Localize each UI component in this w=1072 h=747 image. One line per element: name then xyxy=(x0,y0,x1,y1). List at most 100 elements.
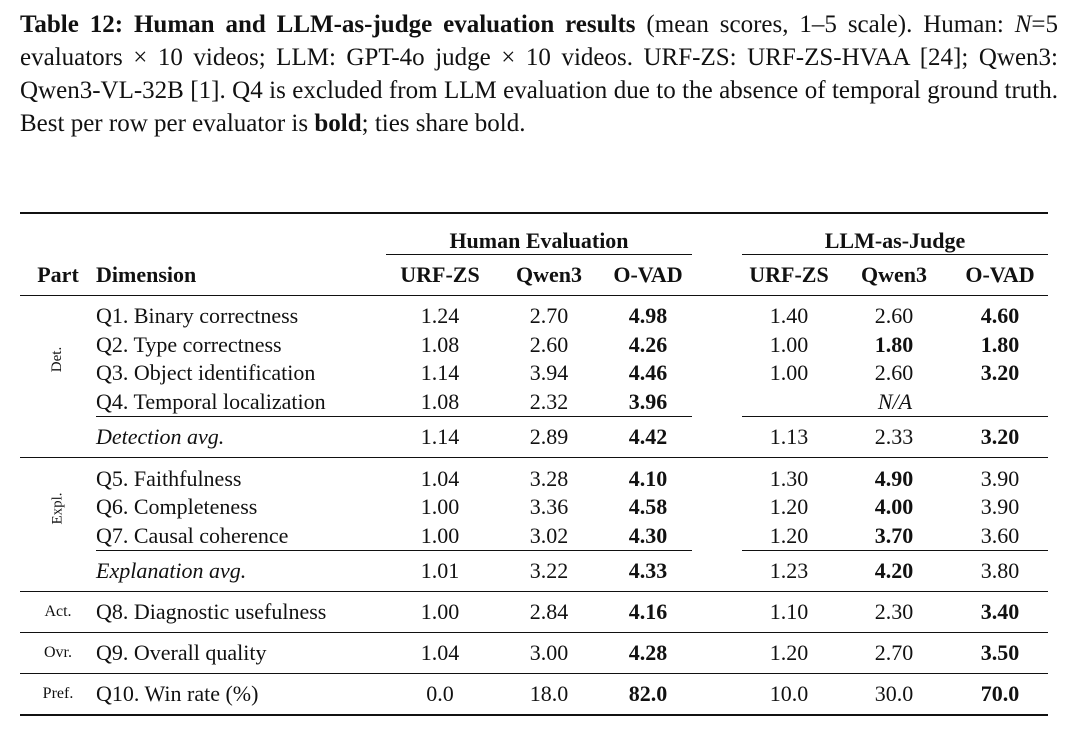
human-urfzs-cell: 1.14 xyxy=(386,416,494,458)
human-qwen3-cell: 3.36 xyxy=(529,494,569,520)
caption-text-1: (mean scores, 1–5 scale). Human: xyxy=(635,11,1015,38)
human-qwen3-cell: 3.22 xyxy=(494,550,604,592)
human-qwen3-cell: 2.70 xyxy=(529,303,569,329)
human-qwen3-cell: 2.89 xyxy=(494,416,604,458)
table-row: Q2. Type correctness 1.08 2.60 4.26 1.00… xyxy=(20,331,1048,360)
human-urfzs-cell: 1.14 xyxy=(420,360,460,386)
llm-ovad-cell: 3.20 xyxy=(980,360,1020,386)
human-ovad-cell: 4.58 xyxy=(628,494,668,520)
human-urfzs-cell: 1.04 xyxy=(420,640,460,666)
llm-qwen3-cell: 4.00 xyxy=(874,494,914,520)
dimension-cell: Detection avg. xyxy=(96,416,386,458)
llm-urfzs-cell: 1.10 xyxy=(769,599,809,625)
human-urfzs-cell: 0.0 xyxy=(426,681,454,707)
table-row-average: Explanation avg. 1.01 3.22 4.33 1.23 4.2… xyxy=(20,550,1048,592)
dimension-cell: Q4. Temporal localization xyxy=(96,389,326,415)
llm-qwen3-cell: 2.60 xyxy=(874,303,914,329)
table-row: Q4. Temporal localization 1.08 2.32 3.96… xyxy=(20,388,1048,417)
results-table: Human Evaluation LLM-as-Judge Part Dimen… xyxy=(20,212,1048,718)
llm-ovad-cell: 3.80 xyxy=(952,550,1048,592)
llm-ovad-cell: 3.40 xyxy=(980,599,1020,625)
human-urfzs-cell: 1.04 xyxy=(420,465,460,491)
caption-n-symbol: N xyxy=(1014,11,1032,38)
caption-text-2: =5 evaluators × 10 videos; LLM: GPT-4o j… xyxy=(20,11,1058,137)
col-header-llm-urfzs: URF-ZS xyxy=(749,262,829,287)
part-label-pref: Pref. xyxy=(42,685,74,703)
human-ovad-cell: 4.26 xyxy=(628,331,668,357)
caption-text-3: ; ties share bold. xyxy=(361,110,526,137)
llm-urfzs-cell: 1.30 xyxy=(769,465,809,491)
dimension-cell: Q8. Diagnostic usefulness xyxy=(96,599,327,625)
human-qwen3-cell: 3.02 xyxy=(529,522,569,548)
dimension-cell: Explanation avg. xyxy=(96,550,386,592)
table-row: Pref. Q10. Win rate (%) 0.0 18.0 82.0 10… xyxy=(20,674,1048,715)
llm-ovad-cell: 3.50 xyxy=(980,640,1020,666)
llm-urfzs-cell: 1.20 xyxy=(769,522,809,548)
human-ovad-cell: 82.0 xyxy=(628,681,668,707)
human-urfzs-cell: 1.01 xyxy=(386,550,494,592)
part-label-expl: Expl. xyxy=(49,491,66,525)
llm-ovad-cell: 3.90 xyxy=(980,465,1020,491)
llm-ovad-cell: 1.80 xyxy=(980,331,1020,357)
human-ovad-cell: 4.46 xyxy=(628,360,668,386)
human-ovad-cell: 4.16 xyxy=(628,599,668,625)
human-ovad-cell: 4.10 xyxy=(628,465,668,491)
dimension-cell: Q9. Overall quality xyxy=(96,640,267,666)
group-header-llm: LLM-as-Judge xyxy=(742,214,1048,255)
human-qwen3-cell: 2.84 xyxy=(529,599,569,625)
table-caption: Table 12: Human and LLM-as-judge evaluat… xyxy=(20,8,1058,140)
table-row: Q7. Causal coherence 1.00 3.02 4.30 1.20… xyxy=(20,522,1048,551)
col-header-llm-ovad: O-VAD xyxy=(965,262,1035,287)
caption-bold-word: bold xyxy=(314,110,362,137)
section-rule xyxy=(20,673,1048,675)
human-qwen3-cell: 3.00 xyxy=(529,640,569,666)
llm-qwen3-cell: 2.33 xyxy=(836,416,952,458)
dimension-cell: Q6. Completeness xyxy=(96,494,258,520)
llm-qwen3-cell: 2.30 xyxy=(874,599,914,625)
dimension-cell: Q1. Binary correctness xyxy=(96,303,299,329)
table-row: Q6. Completeness 1.00 3.36 4.58 1.20 4.0… xyxy=(20,493,1048,522)
human-qwen3-cell: 2.60 xyxy=(529,331,569,357)
col-header-dimension: Dimension xyxy=(96,261,197,287)
header-rule xyxy=(20,295,1048,296)
human-ovad-cell: 4.28 xyxy=(628,640,668,666)
human-urfzs-cell: 1.00 xyxy=(420,494,460,520)
col-header-llm-qwen3: Qwen3 xyxy=(861,262,927,287)
human-ovad-cell: 4.42 xyxy=(604,416,692,458)
llm-urfzs-cell: 1.20 xyxy=(769,494,809,520)
dimension-cell: Q2. Type correctness xyxy=(96,331,282,357)
llm-qwen3-cell: 2.70 xyxy=(874,640,914,666)
col-header-human-urfzs: URF-ZS xyxy=(400,262,480,287)
human-qwen3-cell: 18.0 xyxy=(529,681,569,707)
human-ovad-cell: 4.33 xyxy=(604,550,692,592)
section-rule xyxy=(20,632,1048,634)
dimension-cell: Q3. Object identification xyxy=(96,360,316,386)
llm-qwen3-cell: 30.0 xyxy=(874,681,914,707)
human-ovad-cell: 4.98 xyxy=(628,303,668,329)
llm-qwen3-cell: 4.90 xyxy=(874,465,914,491)
section-rule xyxy=(20,591,1048,593)
human-qwen3-cell: 2.32 xyxy=(529,389,569,415)
llm-qwen3-cell: 4.20 xyxy=(836,550,952,592)
llm-qwen3-cell: 2.60 xyxy=(874,360,914,386)
llm-ovad-cell: 4.60 xyxy=(980,303,1020,329)
llm-urfzs-cell: 1.20 xyxy=(769,640,809,666)
llm-urfzs-cell: 10.0 xyxy=(769,681,809,707)
human-urfzs-cell: 1.08 xyxy=(420,389,460,415)
table-row: Expl. Q5. Faithfulness 1.04 3.28 4.10 1.… xyxy=(20,458,1048,524)
human-qwen3-cell: 3.94 xyxy=(529,360,569,386)
group-header-human: Human Evaluation xyxy=(386,214,692,255)
part-label-det: Det. xyxy=(49,347,66,373)
section-rule xyxy=(20,457,1048,459)
human-ovad-cell: 4.30 xyxy=(628,522,668,548)
table-row: Act. Q8. Diagnostic usefulness 1.00 2.84… xyxy=(20,592,1048,633)
llm-qwen3-cell: 1.80 xyxy=(874,331,914,357)
llm-urfzs-cell: 1.00 xyxy=(769,360,809,386)
human-urfzs-cell: 1.08 xyxy=(420,331,460,357)
human-urfzs-cell: 1.00 xyxy=(420,599,460,625)
table-row: Q3. Object identification 1.14 3.94 4.46… xyxy=(20,359,1048,388)
column-header-row: Part Dimension URF-ZS Qwen3 O-VAD URF-ZS… xyxy=(20,255,1048,296)
llm-ovad-cell: 3.20 xyxy=(952,416,1048,458)
col-header-human-qwen3: Qwen3 xyxy=(516,262,582,287)
human-urfzs-cell: 1.24 xyxy=(420,303,460,329)
